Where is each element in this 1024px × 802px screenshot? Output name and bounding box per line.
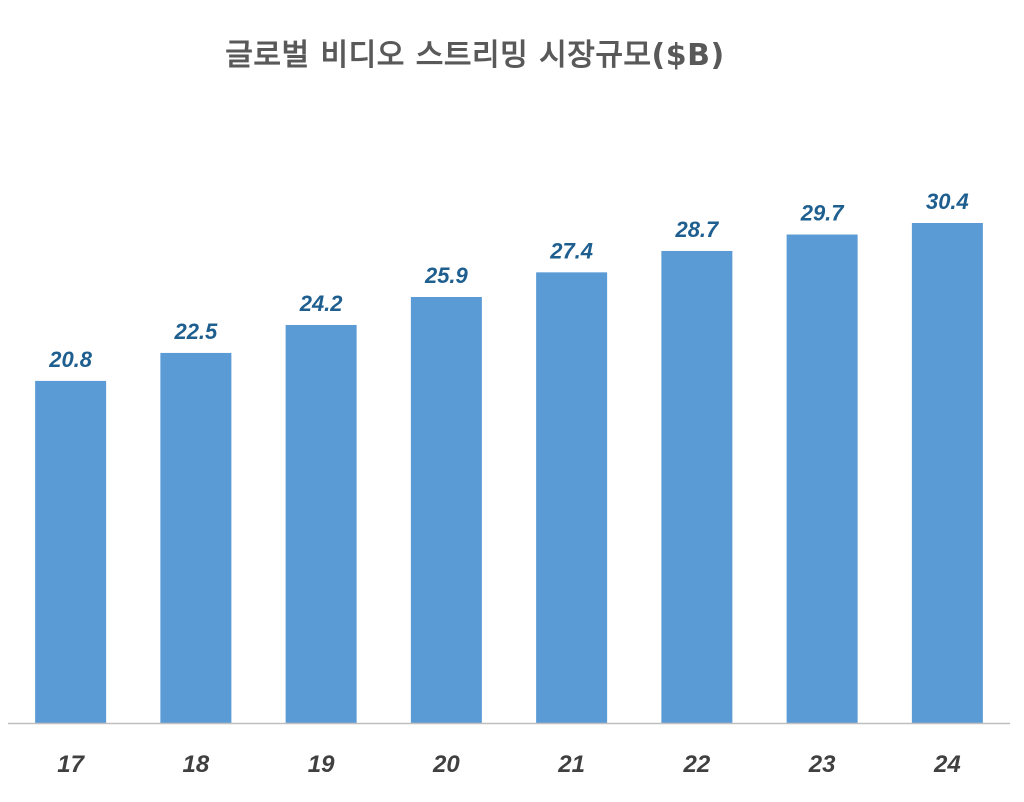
bar-23 <box>786 234 858 723</box>
x-tick-label-19: 19 <box>308 751 335 778</box>
data-label-20: 25.9 <box>424 263 469 288</box>
x-tick-label-21: 21 <box>557 751 585 778</box>
x-tick-label-24: 24 <box>933 751 961 778</box>
data-label-23: 29.7 <box>800 201 846 226</box>
x-tick-label-20: 20 <box>432 751 460 778</box>
data-label-19: 24.2 <box>299 291 344 316</box>
data-label-22: 28.7 <box>674 217 720 242</box>
bar-20 <box>410 297 482 723</box>
x-tick-labels-group: 17 18 19 20 21 22 23 24 <box>57 751 960 778</box>
data-labels-group: 20.8 22.5 24.2 25.9 27.4 28.7 29.7 30.4 <box>48 189 969 372</box>
bar-24 <box>911 223 983 723</box>
bar-17 <box>35 380 107 723</box>
data-label-24: 30.4 <box>926 189 969 214</box>
bar-22 <box>661 250 733 724</box>
x-tick-label-22: 22 <box>683 751 711 778</box>
data-label-17: 20.8 <box>48 347 93 372</box>
bar-21 <box>536 272 608 723</box>
data-label-21: 27.4 <box>549 238 593 263</box>
x-tick-label-17: 17 <box>57 751 85 778</box>
x-tick-label-23: 23 <box>808 751 836 778</box>
bar-19 <box>285 324 357 723</box>
bars-group <box>35 223 983 724</box>
data-label-18: 22.5 <box>173 319 218 344</box>
bar-18 <box>160 352 232 723</box>
chart-title: 글로벌 비디오 스트리밍 시장규모($B) <box>225 38 725 73</box>
x-tick-label-18: 18 <box>183 751 210 778</box>
